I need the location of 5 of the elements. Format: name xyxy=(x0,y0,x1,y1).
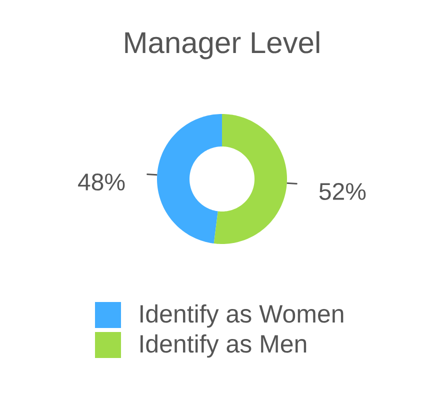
data-label: 48% xyxy=(78,174,125,190)
legend-label: Identify as Men xyxy=(140,334,306,358)
data-label: 52% xyxy=(319,182,366,200)
legend-label: Identify as Women xyxy=(140,304,344,328)
chart-title: Manager Level xyxy=(125,31,320,60)
